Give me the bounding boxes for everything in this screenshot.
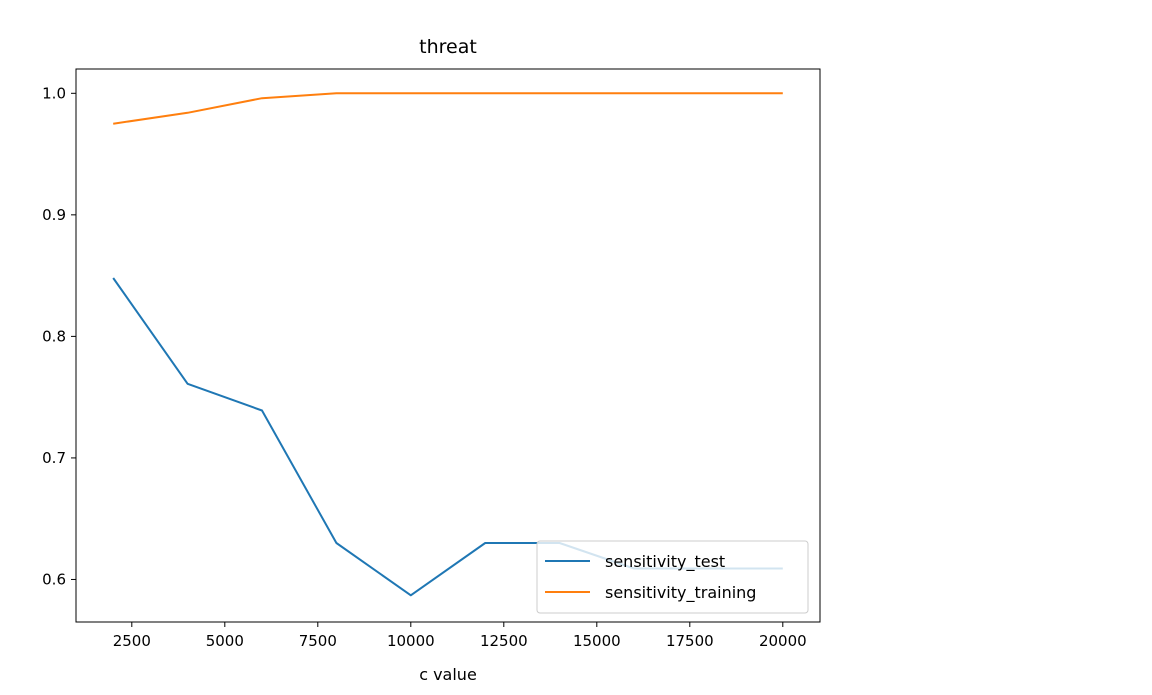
x-tick-label-20000: 20000: [759, 632, 807, 650]
x-tick-label-7500: 7500: [299, 632, 337, 650]
x-axis: 2500 5000 7500 10000 12500 15000 17500 20000: [113, 622, 807, 650]
legend: sensitivity_test sensitivity_training: [536, 540, 809, 614]
y-axis: 0.6 0.7 0.8 0.9 1.0: [42, 84, 76, 588]
x-tick-label-2500: 2500: [113, 632, 151, 650]
y-tick-label-0.7: 0.7: [42, 449, 66, 467]
series-line-sensitivity-training: [113, 92, 783, 125]
x-tick-label-10000: 10000: [387, 632, 435, 650]
x-tick-label-15000: 15000: [573, 632, 621, 650]
y-tick-label-1: 1.0: [42, 84, 66, 102]
legend-label-sensitivity-training: sensitivity_training: [605, 583, 756, 603]
legend-box: [536, 540, 809, 614]
x-tick-label-12500: 12500: [480, 632, 528, 650]
plot-frame: [75, 68, 821, 623]
legend-label-sensitivity-test: sensitivity_test: [605, 552, 725, 572]
x-tick-label-5000: 5000: [206, 632, 244, 650]
y-tick-label-0.8: 0.8: [42, 327, 66, 345]
y-tick-label-0.6: 0.6: [42, 570, 66, 588]
y-tick-label-0.9: 0.9: [42, 206, 66, 224]
chart-title: threat: [419, 36, 477, 58]
x-tick-label-17500: 17500: [666, 632, 714, 650]
x-axis-label: c value: [419, 665, 477, 684]
